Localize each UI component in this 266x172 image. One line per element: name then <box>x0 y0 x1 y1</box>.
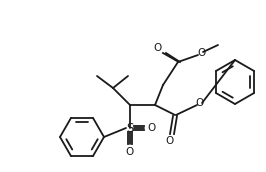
Text: O: O <box>166 136 174 146</box>
Text: O: O <box>198 48 206 58</box>
Text: O: O <box>126 147 134 157</box>
Text: O: O <box>148 123 156 133</box>
Text: S: S <box>126 121 134 135</box>
Text: O: O <box>154 43 162 53</box>
Text: O: O <box>196 98 204 108</box>
